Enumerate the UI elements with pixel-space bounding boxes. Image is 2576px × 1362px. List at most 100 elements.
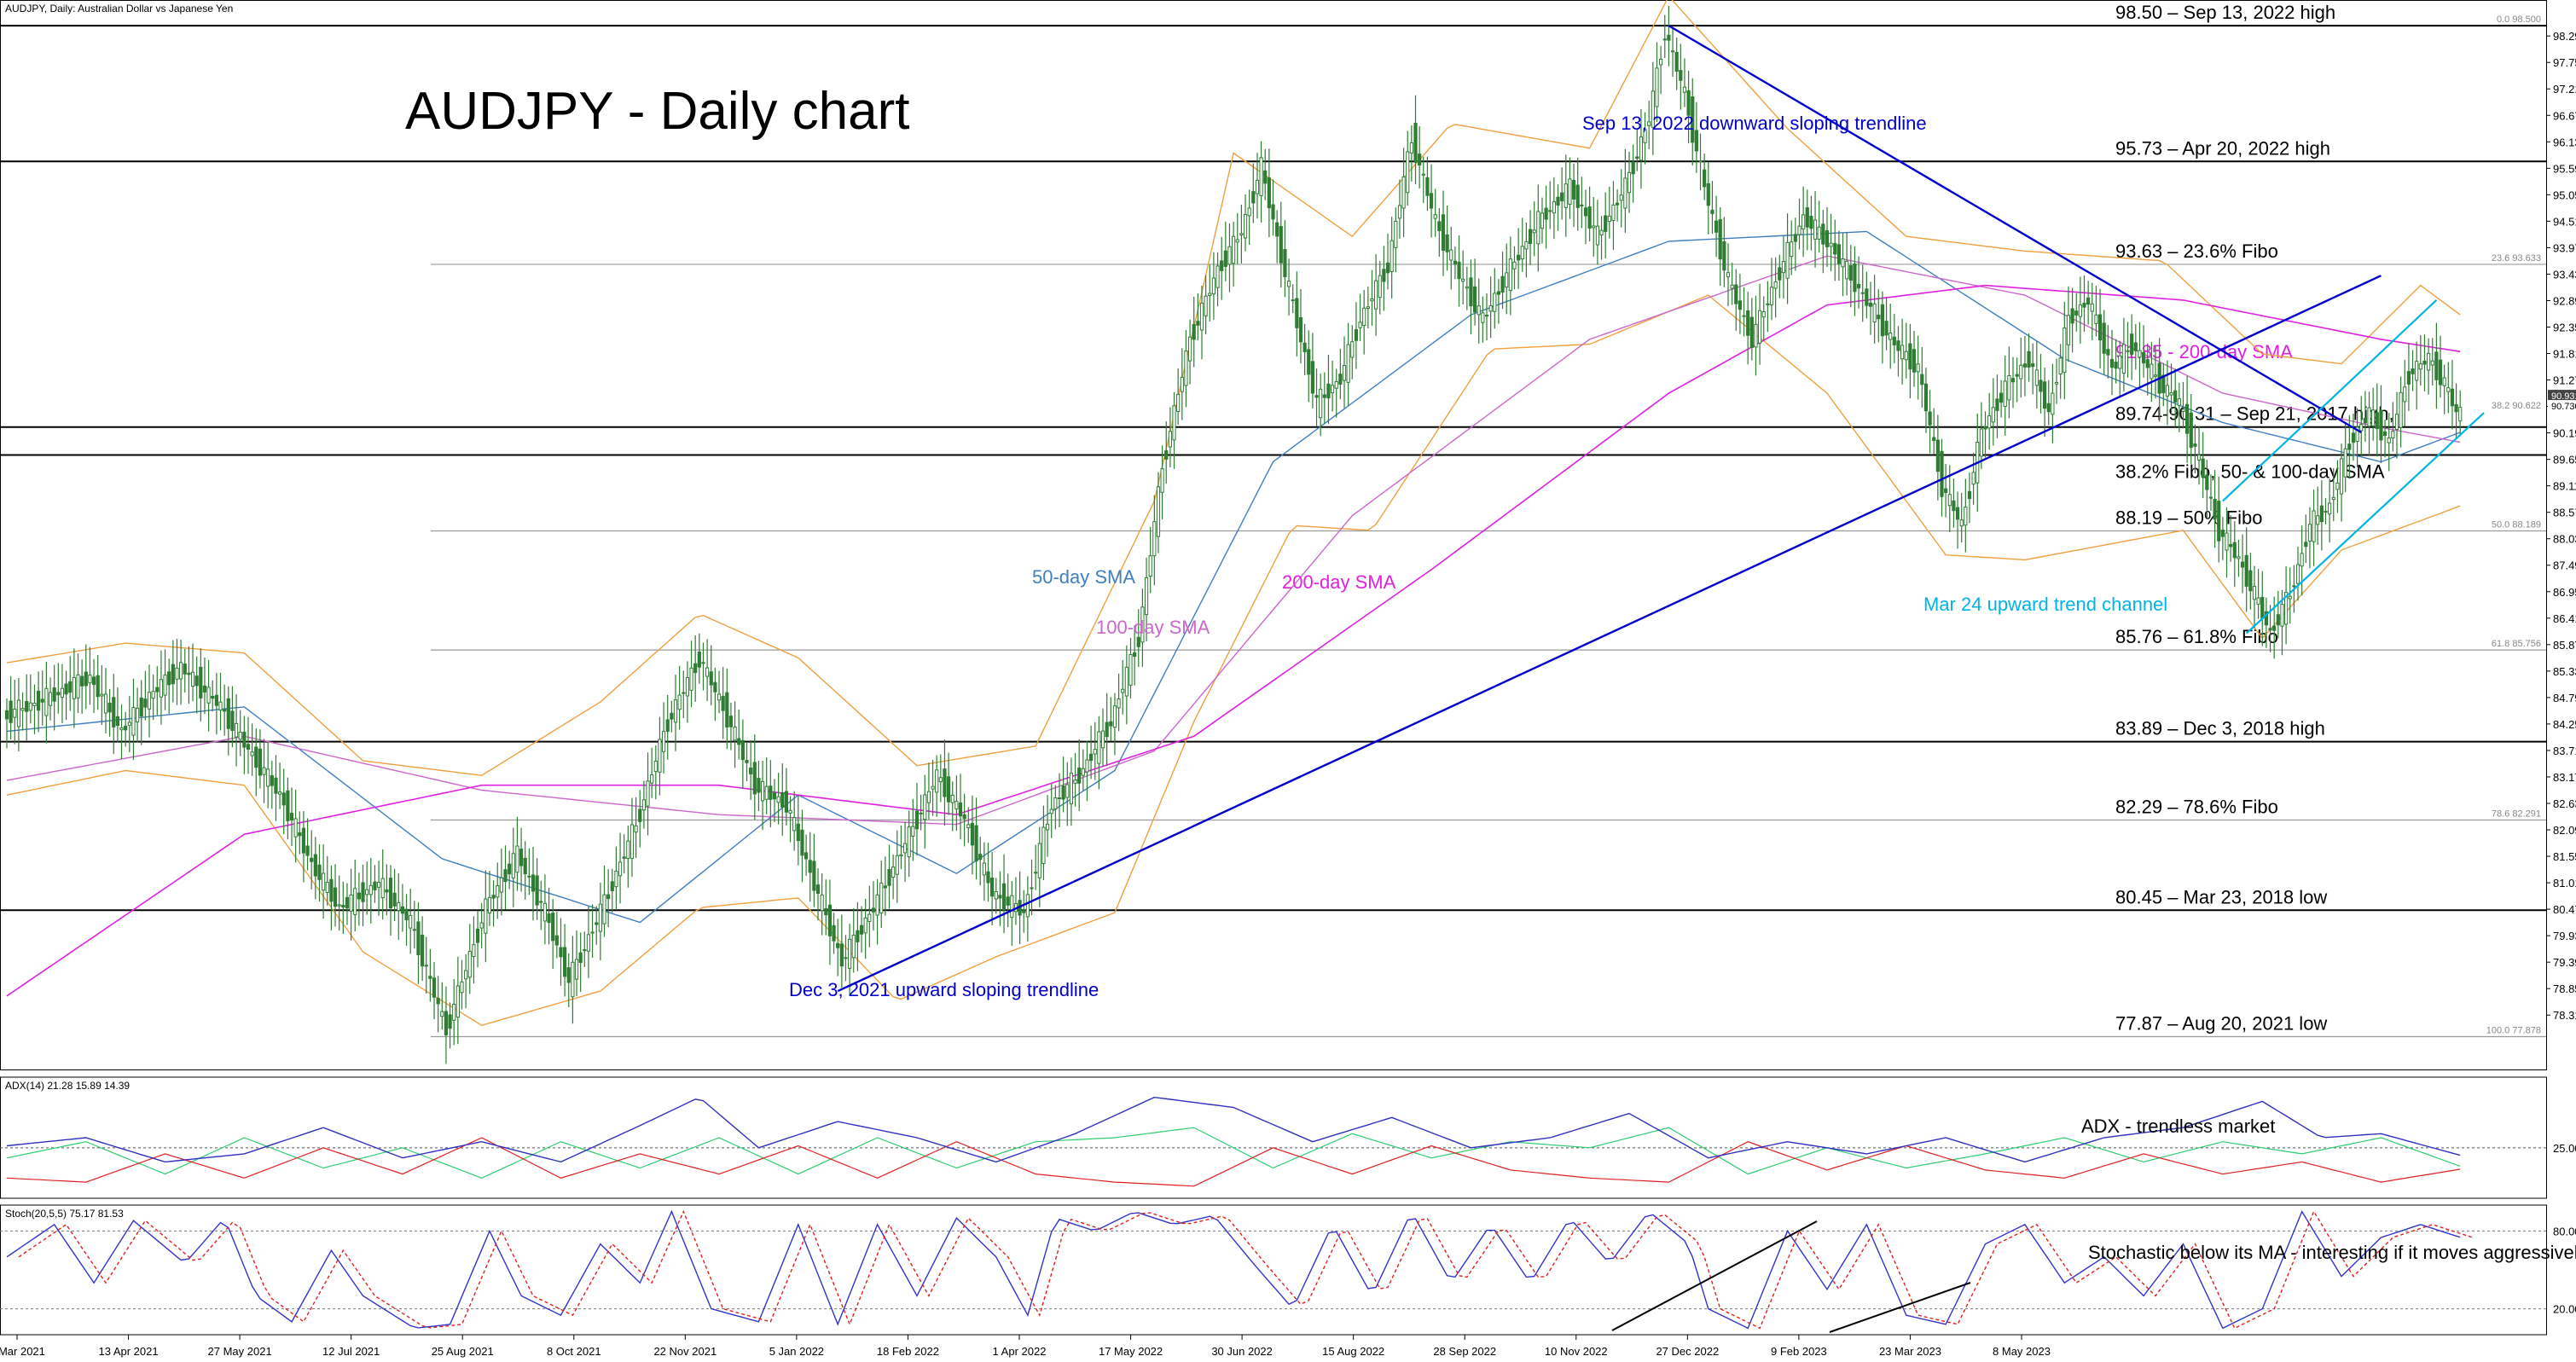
stochastic-header: Stoch(20,5,5) 75.17 81.53 <box>5 1208 124 1220</box>
candle-body <box>1374 280 1378 310</box>
bollinger-upper-band <box>6 0 2461 776</box>
candle-body <box>254 746 258 768</box>
candle-body <box>202 685 207 693</box>
candle-body <box>2034 369 2039 386</box>
candle-body <box>32 703 37 706</box>
candle-body <box>1342 365 1347 381</box>
candle-body <box>586 934 591 952</box>
candle-body <box>1291 299 1295 302</box>
candle-body <box>455 985 460 1018</box>
candle-body <box>2066 315 2071 345</box>
candle-body <box>1085 759 1089 773</box>
y-tick-label: 91.270 <box>2553 374 2576 387</box>
candle-body <box>270 775 274 786</box>
candle-body <box>1505 272 1509 288</box>
x-tick-label: 18 Feb 2022 <box>877 1345 939 1358</box>
x-tick-label: 23 Mar 2023 <box>1879 1345 1941 1358</box>
candle-body <box>2031 363 2035 368</box>
candle-body <box>2371 409 2376 426</box>
candle-body <box>9 700 13 723</box>
candle-body <box>1706 183 1710 206</box>
candle-body <box>4 710 9 720</box>
stochastic-main-line <box>6 1209 2461 1330</box>
candle-body <box>1568 178 1572 205</box>
candle-body <box>859 924 864 935</box>
candle-body <box>2319 505 2324 523</box>
candle-body <box>1488 305 1493 312</box>
fibo-tag: 78.6 82.291 <box>2492 809 2541 820</box>
candle-body <box>1928 411 1932 426</box>
level-label: 95.73 – Apr 20, 2022 high <box>2115 137 2330 159</box>
trendline <box>1668 25 2362 434</box>
candle-body <box>1307 349 1311 375</box>
candle-body <box>310 857 314 862</box>
candle-body <box>1496 291 1501 295</box>
candle-body <box>2193 443 2197 447</box>
candle-body <box>218 701 223 711</box>
candle-body <box>1196 321 1200 326</box>
x-tick-label: 2 Mar 2021 <box>0 1345 45 1358</box>
y-tick-label: 82.090 <box>2553 824 2576 837</box>
candle-body <box>1390 240 1394 272</box>
candle-body <box>2324 511 2328 513</box>
candle-body <box>721 696 725 711</box>
candle-body <box>1030 887 1034 890</box>
candle-body <box>1932 437 1936 441</box>
candle-body <box>705 667 710 677</box>
candle-body <box>1453 260 1457 265</box>
candle-body <box>1896 340 1900 351</box>
candle-body <box>64 683 68 695</box>
candle-body <box>373 881 377 890</box>
candle-body <box>2196 455 2202 461</box>
candle-body <box>1920 374 1924 385</box>
candle-body <box>190 671 195 687</box>
candle-body <box>1607 215 1611 223</box>
candle-body <box>452 1004 456 1021</box>
candle-body <box>1259 157 1263 196</box>
price-frame <box>0 0 2547 1070</box>
candle-body <box>519 848 524 866</box>
candle-body <box>1168 431 1172 448</box>
candle-body <box>266 768 270 787</box>
candle-body <box>388 878 393 909</box>
candle-body <box>602 894 606 924</box>
candle-body <box>131 707 136 736</box>
candle-body <box>907 826 911 858</box>
candle-body <box>1366 306 1370 309</box>
candle-body <box>745 760 749 763</box>
candle-body <box>1631 161 1635 175</box>
plus-di-line <box>6 1127 2461 1179</box>
candle-body <box>301 827 306 854</box>
candle-body <box>986 871 990 884</box>
x-tick-label: 27 Dec 2022 <box>1656 1345 1719 1358</box>
candle-body <box>206 687 211 704</box>
candle-body <box>931 785 935 790</box>
candle-body <box>2351 432 2356 443</box>
candle-body <box>2022 363 2028 368</box>
candle-body <box>709 671 713 686</box>
candle-body <box>982 862 986 876</box>
candle-body <box>2248 570 2253 592</box>
candle-body <box>622 856 626 859</box>
sma100-line <box>6 255 2461 826</box>
candle-body <box>1445 234 1449 252</box>
candle-body <box>1061 785 1065 800</box>
candle-body <box>484 898 488 934</box>
candle-body <box>223 709 227 712</box>
y-tick-label: 93.970 <box>2553 241 2576 254</box>
candle-body <box>2090 304 2094 312</box>
candle-body <box>752 762 757 795</box>
candle-body <box>974 825 978 862</box>
y-tick-label: 89.650 <box>2553 454 2576 467</box>
candle-body <box>728 716 734 727</box>
candle-body <box>159 679 164 698</box>
candle-body <box>289 813 294 821</box>
candle-body <box>563 947 567 977</box>
candle-body <box>171 664 175 685</box>
candle-body <box>2208 496 2213 499</box>
candle-body <box>879 882 884 913</box>
candle-body <box>175 667 179 680</box>
level-label: 85.76 – 61.8% Fibo <box>2115 626 2278 647</box>
candle-body <box>1773 281 1778 289</box>
candle-body <box>1698 160 1703 163</box>
